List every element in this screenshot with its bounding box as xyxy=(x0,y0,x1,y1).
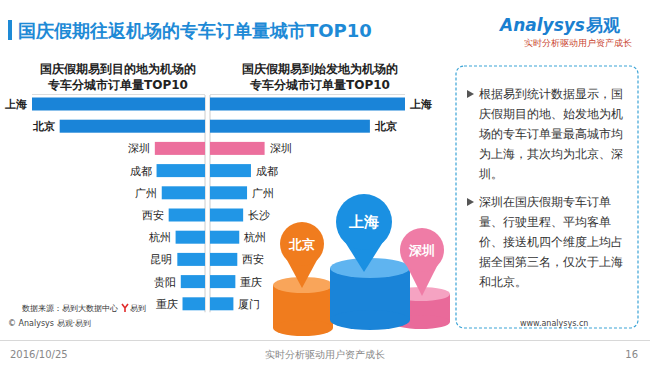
title-bar xyxy=(8,20,12,40)
pin-head xyxy=(280,222,324,266)
bar xyxy=(60,120,205,133)
category-label: 广州 xyxy=(252,187,274,200)
pin-head xyxy=(400,228,444,272)
pin-label: 上海 xyxy=(348,213,379,231)
copyright: © Analysys 易观·易到 xyxy=(8,319,91,328)
source-logo: 易到 xyxy=(130,304,146,313)
notes-box xyxy=(456,66,638,328)
bar xyxy=(210,164,251,177)
category-label: 贵阳 xyxy=(154,276,176,289)
chart-title: 专车分城市订单量TOP10 xyxy=(47,78,188,92)
category-label: 重庆 xyxy=(156,298,178,311)
bullet-text: 根据易到统计数据显示，国庆假期目的地、始发地为机场的专车订单量最高城市均为上海，… xyxy=(479,87,623,181)
page: {"header": {"title": "国庆假期往返机场的专车订单量城市TO… xyxy=(0,0,650,366)
bar xyxy=(157,164,205,177)
pin-label: 北京 xyxy=(288,237,315,252)
category-label: 成都 xyxy=(130,165,152,178)
chart-title: 国庆假期易到目的地为机场的 xyxy=(40,62,196,76)
category-label: 上海 xyxy=(409,98,432,111)
category-label: 成都 xyxy=(256,165,278,178)
category-label: 北京 xyxy=(374,120,397,133)
bar xyxy=(169,209,205,222)
notes: 根据易到统计数据显示，国庆假期目的地、始发地为机场的专车订单量最高城市均为上海，… xyxy=(466,84,628,300)
category-label: 北京 xyxy=(32,120,55,133)
bar xyxy=(210,186,247,199)
chart-title: 国庆假期易到始发地为机场的 xyxy=(242,62,398,76)
category-label: 广州 xyxy=(135,187,157,200)
illustration: 北京 深圳 上海 xyxy=(273,194,450,336)
value-axis-line xyxy=(210,94,405,95)
footer-line xyxy=(0,340,650,341)
footer-tagline: 实时分析驱动用户资产成长 xyxy=(265,349,385,360)
bar xyxy=(183,297,205,310)
category-label: 西安 xyxy=(142,209,164,222)
logo-cn: 易观 xyxy=(585,15,621,35)
bar xyxy=(155,142,205,155)
category-label: 长沙 xyxy=(248,209,270,222)
date: 2016/10/25 xyxy=(10,349,68,360)
bar xyxy=(32,98,205,111)
bar xyxy=(176,231,205,244)
bar xyxy=(210,142,265,155)
pin-label: 深圳 xyxy=(408,243,435,258)
bar xyxy=(177,253,205,266)
bar xyxy=(210,275,235,288)
logo-tagline: 实时分析驱动用户资产成长 xyxy=(524,38,632,48)
bar xyxy=(210,209,243,222)
bar xyxy=(210,231,239,244)
pin-head xyxy=(336,194,392,250)
bullet-mark xyxy=(467,198,474,206)
source: 数据来源：易到大数据中心 xyxy=(22,304,118,313)
bar xyxy=(181,275,205,288)
category-label: 杭州 xyxy=(243,231,266,244)
chart: 国庆假期易到始发地为机场的专车分城市订单量TOP10上海北京深圳成都广州长沙杭州… xyxy=(210,62,432,312)
category-label: 厦门 xyxy=(238,298,260,311)
bullet: 根据易到统计数据显示，国庆假期目的地、始发地为机场的专车订单量最高城市均为上海，… xyxy=(466,84,628,184)
bullet: 深圳在国庆假期专车订单量、行驶里程、平均客单价、接送机四个维度上均占据全国第三名… xyxy=(466,192,628,292)
category-label: 西安 xyxy=(242,253,264,266)
cylinder-bottom xyxy=(273,320,333,336)
bar xyxy=(162,186,205,199)
category-label: 深圳 xyxy=(270,142,292,155)
category-label: 杭州 xyxy=(148,231,171,244)
website: www.analysys.cn xyxy=(520,319,588,328)
bar xyxy=(210,98,405,111)
canvas: 国庆假期往返机场的专车订单量城市TOP10 Analysys易观实时分析驱动用户资… xyxy=(0,0,650,366)
bar xyxy=(210,253,237,266)
chart: 国庆假期易到目的地为机场的专车分城市订单量TOP10 上海北京深圳成都广州西安杭州… xyxy=(4,62,205,312)
category-label: 重庆 xyxy=(240,276,262,289)
bars xyxy=(32,98,205,311)
source-logo-mark xyxy=(122,304,128,312)
logo-name: Analysys xyxy=(498,15,585,35)
bullet-mark xyxy=(467,90,474,98)
category-label: 深圳 xyxy=(128,142,150,155)
cylinder-bottom xyxy=(330,310,410,330)
category-label: 上海 xyxy=(4,98,27,111)
bar xyxy=(210,297,233,310)
value-axis-line xyxy=(32,94,205,95)
bullet-text: 深圳在国庆假期专车订单量、行驶里程、平均客单价、接送机四个维度上均占据全国第三名… xyxy=(479,195,623,289)
bar xyxy=(210,120,370,133)
title: 国庆假期往返机场的专车订单量城市TOP10 xyxy=(18,20,372,41)
chart-title: 专车分城市订单量TOP10 xyxy=(249,78,390,92)
page-number: 16 xyxy=(625,349,638,360)
category-label: 昆明 xyxy=(150,253,172,266)
